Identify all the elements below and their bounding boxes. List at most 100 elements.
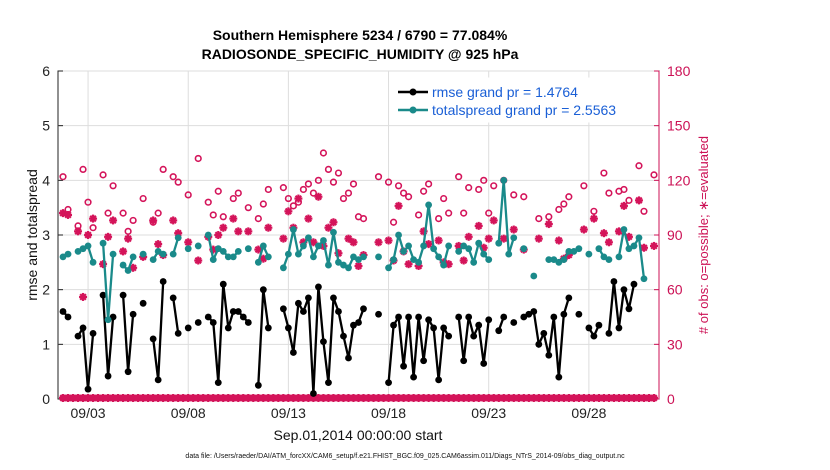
obs-evaluated-marker (459, 256, 468, 265)
rmse-point (119, 291, 127, 299)
rmse-point (99, 291, 107, 299)
rmse-point (510, 319, 518, 326)
rmse-point (390, 321, 397, 329)
obs-possible-marker (590, 207, 598, 215)
obs-evaluated-marker (484, 234, 493, 243)
rmse-point (315, 283, 322, 291)
totalspread-point (229, 253, 237, 261)
totalspread-point (289, 226, 297, 233)
obs-possible-marker (475, 185, 483, 194)
obs-evaluated-marker (119, 247, 128, 256)
obs-possible-marker (329, 178, 338, 186)
obs-possible-marker (640, 207, 648, 215)
obs-evaluated-marker (214, 231, 223, 239)
obs-evaluated-marker (64, 210, 73, 219)
obs-evaluated-marker (354, 261, 363, 270)
obs-possible-marker (359, 215, 368, 223)
totalspread-point (124, 267, 132, 274)
totalspread-point (340, 261, 347, 269)
rmse-point (595, 321, 603, 329)
obs-possible-marker (580, 182, 588, 190)
totalspread-point (555, 258, 563, 266)
totalspread-point (425, 201, 433, 209)
obs-possible-marker (214, 187, 222, 195)
totalspread-point (360, 253, 367, 261)
totalspread-point (595, 245, 603, 253)
legend: rmse grand pr = 1.4764 totalspread grand… (392, 77, 656, 123)
totalspread-point (154, 248, 162, 255)
x-axis-label: Sep.01,2014 00:00:00 start (274, 427, 443, 443)
obs-evaluated-marker (579, 225, 588, 234)
totalspread-point (159, 250, 167, 258)
obs-possible-marker (129, 216, 137, 225)
obs-possible-marker (455, 173, 463, 181)
obs-possible-marker (560, 200, 568, 208)
y-axis-label: rmse and totalspread (24, 169, 40, 301)
rmse-point (279, 305, 287, 313)
totalspread-point (305, 234, 312, 242)
totalspread-point (184, 245, 192, 253)
totalspread-point (310, 253, 317, 261)
rmse-point (209, 319, 217, 326)
obs-evaluated-marker (649, 241, 658, 250)
rmse-point (430, 324, 438, 332)
totalspread-point (320, 237, 327, 244)
obs-possible-marker (254, 215, 262, 223)
obs-possible-marker (304, 180, 313, 188)
obs-evaluated-marker (89, 214, 98, 223)
rmse-point (630, 280, 638, 288)
obs-possible-marker (349, 180, 358, 188)
totalspread-point (530, 272, 538, 280)
rmse-point (550, 313, 558, 321)
obs-evaluated-marker (329, 218, 338, 227)
rmse-point (460, 357, 468, 365)
right-tick-label: 150 (667, 118, 691, 134)
totalspread-point (335, 258, 342, 266)
totalspread-point (119, 261, 127, 269)
obs-evaluated-marker (104, 232, 113, 241)
obs-evaluated-marker (124, 234, 133, 243)
obs-possible-marker (309, 189, 318, 197)
rmse-point (234, 308, 242, 315)
totalspread-point (570, 248, 578, 255)
totalspread-point (470, 258, 478, 266)
obs-possible-marker (159, 165, 167, 173)
obs-evaluated-marker (229, 214, 238, 223)
y-axis-ticks: 0 1 2 3 4 5 6 (42, 63, 63, 407)
totalspread-point (350, 253, 357, 261)
obs-possible-marker (545, 213, 553, 221)
rmse-point (615, 324, 623, 332)
totalspread-point (259, 242, 267, 250)
rmse-point (305, 294, 312, 302)
rmse-point (284, 324, 292, 332)
totalspread-point (224, 253, 232, 261)
totalspread-point (244, 245, 252, 253)
rmse-point (295, 299, 302, 307)
obs-possible-marker (104, 209, 112, 217)
totalspread-point (214, 245, 222, 253)
obs-possible-marker (485, 209, 493, 217)
totalspread-point (575, 245, 583, 253)
rmse-point (289, 349, 297, 356)
totalspread-point (104, 316, 112, 324)
x-tick-label: 09/18 (371, 405, 406, 421)
obs-possible-marker (99, 171, 107, 179)
obs-possible-marker (374, 173, 383, 181)
totalspread-point (585, 250, 593, 258)
totalspread-point (495, 239, 503, 247)
rmse-point (129, 310, 137, 318)
legend-rmse-label: rmse grand pr = 1.4764 (432, 84, 578, 100)
rmse-point (455, 313, 463, 321)
x-tick-label: 09/08 (171, 405, 206, 421)
rmse-point (565, 294, 573, 302)
rmse-point (320, 338, 327, 345)
obs-possible-marker (535, 215, 543, 223)
obs-evaluated-marker (309, 238, 318, 247)
obs-possible-marker (605, 189, 613, 197)
legend-box (392, 77, 656, 123)
totalspread-point (194, 242, 202, 250)
obs-possible-marker (289, 202, 297, 210)
right-tick-label: 30 (667, 336, 683, 352)
rmse-point (375, 310, 382, 318)
rmse-point (545, 351, 553, 359)
